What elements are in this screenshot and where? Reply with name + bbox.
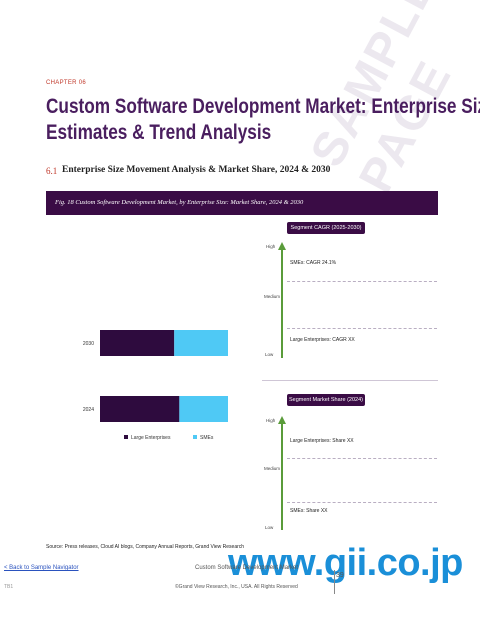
footer-doc-title: Custom Software Development Market [195,565,299,571]
legend-label-large-enterprises: Large Enterprises [131,435,171,441]
page-divider [334,570,335,594]
chapter-label: CHAPTER 06 [46,80,87,86]
bar-2024-large-enterprises [100,396,180,422]
segment-cagr-panel: High Medium Low SMEs: CAGR 24.1% Large E… [262,236,438,381]
page-title-line1: Custom Software Development Market: Ente… [46,95,480,118]
cagr-divider-bottom [287,328,437,329]
figure-caption-bar: Fig. 18 Custom Software Development Mark… [46,191,438,215]
back-to-navigator-link[interactable]: < Back to Sample Navigator [4,565,79,571]
share-divider-top [287,458,437,459]
bar-category-label-2030: 2030 [83,341,94,347]
source-note: Source: Press releases, Cloud AI blogs, … [46,544,245,550]
cagr-arrow-icon [278,242,286,358]
legend-label-smes: SMEs [200,435,214,441]
page-number: 39 [336,572,344,579]
cagr-base-line [262,380,438,381]
bar-2030-smes [174,330,228,356]
share-divider-bottom [287,502,437,503]
segment-cagr-header: Segment CAGR (2025-2030) [287,222,365,234]
bar-category-label-2024: 2024 [83,407,94,413]
cagr-divider-top [287,281,437,282]
legend-swatch-large-enterprises [124,435,128,439]
figure-caption: Fig. 18 Custom Software Development Mark… [55,199,304,206]
section-number: 6.1 [46,166,58,176]
cagr-low-label: Low [265,352,274,357]
bar-2030-large-enterprises [100,330,175,356]
gii-watermark: www.gii.co.jp [228,542,463,584]
section-title: Enterprise Size Movement Analysis & Mark… [62,165,331,175]
share-high-label: High [266,418,276,423]
cagr-bottom-item: Large Enterprises: CAGR XX [290,337,355,343]
footer-copyright: ©Grand View Research, Inc., USA. All Rig… [175,584,298,590]
cagr-top-item: SMEs: CAGR 24.1% [290,260,337,266]
page-title-line2: Estimates & Trend Analysis [46,121,272,144]
segment-share-header: Segment Market Share (2024) [287,394,365,406]
page-title: Custom Software Development Market: Ente… [46,94,480,146]
share-bottom-item: SMEs: Share XX [290,508,328,514]
bar-chart: 2030 2024 Large Enterprises SMEs [83,330,228,441]
legend-swatch-smes [193,435,197,439]
share-arrow-icon [278,416,286,530]
cagr-medium-label: Medium [264,294,281,299]
bar-2024-smes [179,396,228,422]
share-medium-label: Medium [264,466,281,471]
chart-layer: 2030 2024 [83,330,228,422]
cagr-high-label: High [266,244,276,249]
footer-left-code: TB1 [4,584,14,590]
share-low-label: Low [265,525,274,530]
share-top-item: Large Enterprises: Share XX [290,438,354,444]
segment-share-panel: High Medium Low Large Enterprises: Share… [262,408,438,534]
